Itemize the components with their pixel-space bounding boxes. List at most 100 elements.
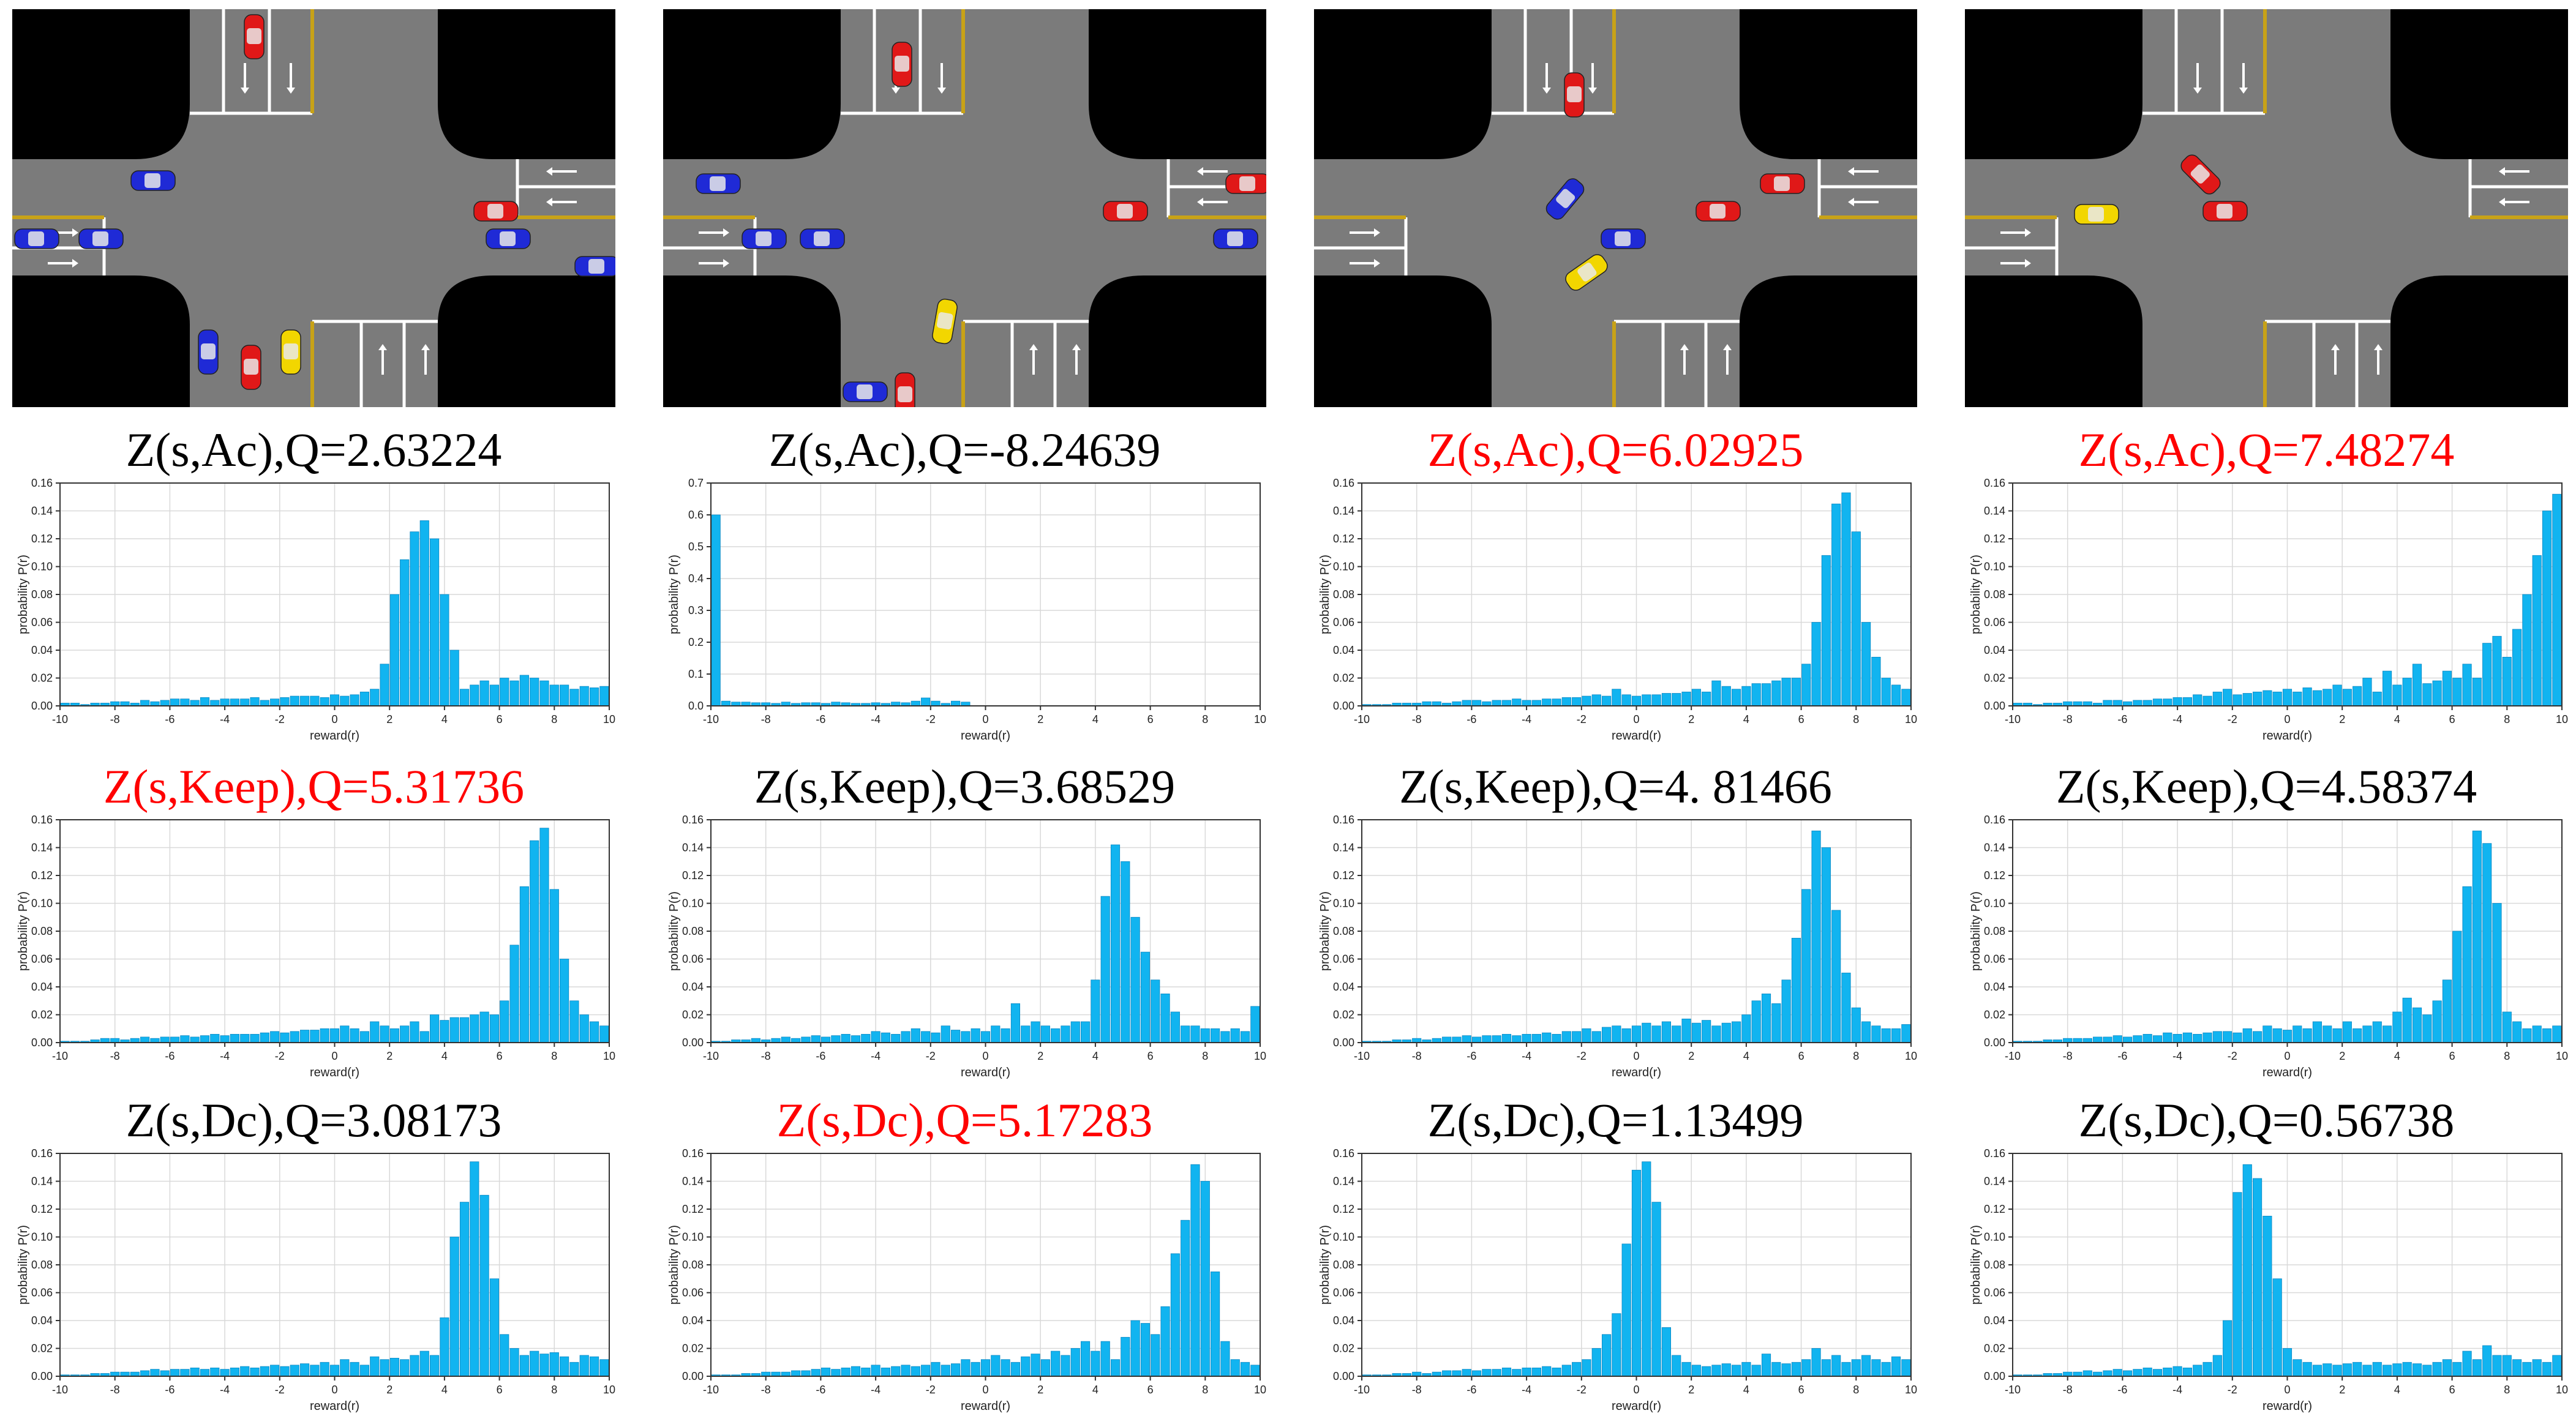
histogram-col3-row1-ytick-label: 0.04 bbox=[1333, 644, 1354, 656]
histogram-col1-row1-ytick-label: 0.00 bbox=[31, 700, 53, 712]
histogram-col1-row2-bar-49 bbox=[549, 889, 559, 1043]
histogram-col2-row3-ytick-label: 0.10 bbox=[682, 1231, 704, 1243]
histogram-col4-row3: 0.00 0.02 0.04 0.06 0.08 0.10 0.12 0.14 0.16 -10 -… bbox=[1969, 1147, 2568, 1413]
histogram-col3-row2-xtick-label: -2 bbox=[1577, 1050, 1587, 1062]
histogram-col3-row3-bar-18 bbox=[1542, 1366, 1552, 1377]
histogram-col4-row3-bar-48 bbox=[2492, 1355, 2502, 1377]
histogram-col3-row3-bar-21 bbox=[1572, 1362, 1582, 1377]
histogram-col4-row3-xtick-label: 2 bbox=[2339, 1384, 2345, 1396]
histogram-col1-row3-bar-47 bbox=[530, 1351, 539, 1377]
histogram-col4-row3-ytick-label: 0.10 bbox=[1984, 1231, 2005, 1243]
histogram-col2-row2-y-axis-label: probability P(r) bbox=[667, 891, 681, 971]
histogram-col2-row3-bar-43 bbox=[1140, 1323, 1151, 1377]
histogram-col3-row2-bar-53 bbox=[1891, 1028, 1901, 1043]
histogram-col2-row3-bar-6 bbox=[771, 1371, 781, 1377]
histogram-col2-row3-xtick-label: 4 bbox=[1092, 1384, 1098, 1396]
histogram-col1-row3-xtick-label: 4 bbox=[441, 1384, 448, 1396]
histogram-col1-row1-bar-27 bbox=[329, 694, 340, 706]
histogram-col4-row1-bar-34 bbox=[2353, 686, 2362, 706]
histogram-col3-row2-ytick-label: 0.12 bbox=[1333, 869, 1354, 882]
histogram-col2-row2-bar-4 bbox=[751, 1038, 760, 1043]
histogram-col2-row3-bar-20 bbox=[911, 1366, 920, 1377]
histogram-col1-row3-ytick-label: 0.04 bbox=[31, 1314, 53, 1327]
histogram-col4-row2-bar-15 bbox=[2163, 1032, 2172, 1043]
vehicle-blue-icon bbox=[486, 228, 531, 249]
histogram-col4-row3-bar-5 bbox=[2063, 1371, 2073, 1377]
histogram-col3-row1-bar-41 bbox=[1771, 680, 1781, 706]
histogram-col2-row2-bar-27 bbox=[980, 1031, 991, 1043]
histogram-col4-row2-bar-16 bbox=[2172, 1033, 2182, 1043]
histogram-col3-row2-bar-15 bbox=[1512, 1035, 1522, 1043]
histogram-col3-row3-bar-39 bbox=[1751, 1365, 1761, 1377]
histogram-col1-row2-bar-39 bbox=[449, 1017, 459, 1043]
histogram-col2-row2-bar-26 bbox=[971, 1028, 980, 1043]
histogram-col2-row2-bar-30 bbox=[1010, 1003, 1021, 1043]
histogram-col4-row2-bar-33 bbox=[2342, 1021, 2352, 1043]
histogram-col2-row3-bar-26 bbox=[971, 1362, 980, 1377]
histogram-col1-row2-bar-17 bbox=[230, 1033, 239, 1043]
histogram-col3-row3-bar-12 bbox=[1482, 1369, 1492, 1377]
histogram-col4-row3-bar-17 bbox=[2182, 1367, 2192, 1377]
histogram-col1-row3-bar-22 bbox=[280, 1366, 290, 1377]
histogram-col2-row2-bar-25 bbox=[961, 1031, 971, 1043]
histogram-col3-row1-bar-26 bbox=[1621, 694, 1631, 706]
vehicle-red-icon bbox=[244, 14, 265, 59]
histogram-col3-row2-bar-12 bbox=[1482, 1035, 1492, 1043]
histogram-col3-row1-xtick-label: 8 bbox=[1853, 713, 1859, 725]
histogram-col4-row2-bar-6 bbox=[2073, 1038, 2082, 1043]
histogram-col3-row1-xtick-label: 2 bbox=[1688, 713, 1694, 725]
histogram-col2-row2-bar-31 bbox=[1021, 1025, 1031, 1043]
histogram-col3-row2-bar-29 bbox=[1651, 1025, 1661, 1043]
histogram-col1-row2-xtick-label: -4 bbox=[220, 1050, 230, 1062]
histogram-col1-row1-bar-18 bbox=[240, 699, 250, 706]
histogram-col4-row1-ytick-label: 0.02 bbox=[1984, 672, 2005, 684]
histogram-col1-row2-xtick-label: 8 bbox=[551, 1050, 557, 1062]
histogram-col3-row3-bar-22 bbox=[1582, 1359, 1591, 1377]
histogram-col1-row1-bar-19 bbox=[250, 697, 260, 706]
histogram-col3-row2-xtick-label: 8 bbox=[1853, 1050, 1859, 1062]
histogram-col3-row1-bar-38 bbox=[1741, 686, 1751, 706]
histogram-col4-row3-bar-12 bbox=[2133, 1369, 2142, 1377]
histogram-col4-row1-bar-19 bbox=[2202, 695, 2212, 706]
histogram-col3-row3-bar-35 bbox=[1711, 1365, 1721, 1377]
histogram-col4-row2-x-axis-label: reward(r) bbox=[2262, 1066, 2312, 1079]
intersection-scene-3-icon bbox=[1314, 9, 1917, 407]
histogram-col2-row2-bar-29 bbox=[1001, 1028, 1010, 1043]
histogram-col3-row1: 0.00 0.02 0.04 0.06 0.08 0.10 0.12 0.14 0.16 -10 -… bbox=[1318, 477, 1917, 743]
histogram-col2-row1-ytick-label: 0.4 bbox=[688, 572, 704, 585]
histogram-col3-row2-bar-52 bbox=[1881, 1028, 1891, 1043]
histogram-col4-row3-bar-45 bbox=[2462, 1351, 2472, 1377]
histogram-col3-row2-ytick-label: 0.02 bbox=[1333, 1009, 1354, 1021]
histogram-col3-row3-bar-10 bbox=[1462, 1369, 1471, 1377]
histogram-col3-row3-ytick-label: 0.14 bbox=[1333, 1175, 1354, 1188]
histogram-col2-row2-bar-49 bbox=[1200, 1028, 1210, 1043]
histogram-col1-row2-bar-5 bbox=[110, 1038, 120, 1043]
histogram-col1-row1-bar-28 bbox=[340, 695, 350, 706]
histogram-col2-row3-bar-42 bbox=[1130, 1320, 1140, 1377]
histogram-col3-row1-bar-48 bbox=[1841, 492, 1851, 706]
histogram-col4-row3-xtick-label: -4 bbox=[2172, 1384, 2182, 1396]
histogram-col1-row2-bar-12 bbox=[180, 1035, 190, 1043]
histogram-col2-row3-ytick-label: 0.16 bbox=[682, 1147, 704, 1160]
histogram-col4-row1-bar-15 bbox=[2163, 699, 2172, 706]
histogram-col3-row1-bar-16 bbox=[1522, 700, 1531, 706]
histogram-col4-row3-bar-53 bbox=[2542, 1362, 2552, 1377]
histogram-col2-row3-y-axis-label: probability P(r) bbox=[667, 1225, 681, 1305]
histogram-col2-row3-bar-24 bbox=[950, 1363, 961, 1377]
histogram-col3-row1-bar-28 bbox=[1642, 694, 1651, 706]
histogram-col1-row3-ytick-label: 0.06 bbox=[31, 1287, 53, 1299]
histogram-col4-row2-ytick-label: 0.10 bbox=[1984, 897, 2005, 910]
histogram-col2-row3-bar-33 bbox=[1040, 1359, 1050, 1377]
histogram-col2-row2-bar-18 bbox=[891, 1033, 901, 1043]
histogram-col3-row2-bar-7 bbox=[1432, 1038, 1441, 1043]
chart-title-col4-row3: Z(s,Dc),Q=0.56738 bbox=[2078, 1093, 2455, 1147]
histogram-col2-row3-xtick-label: 0 bbox=[982, 1384, 988, 1396]
histogram-col2-row1-bar-20 bbox=[911, 700, 920, 706]
histogram-col3-row3-xtick-label: -6 bbox=[1466, 1384, 1476, 1396]
column-4: Z(s,Ac),Q=7.48274 0.00 0.02 0.04 0.06 0.08 0.1… bbox=[1965, 0, 2568, 1424]
histogram-col1-row1-bar-13 bbox=[190, 700, 200, 706]
histogram-col1-row1-bar-14 bbox=[200, 697, 210, 706]
histogram-col2-row3-xtick-label: -8 bbox=[761, 1384, 771, 1396]
histogram-col1-row3-bar-39 bbox=[449, 1237, 459, 1377]
histogram-col3-row2-bar-36 bbox=[1721, 1022, 1731, 1043]
